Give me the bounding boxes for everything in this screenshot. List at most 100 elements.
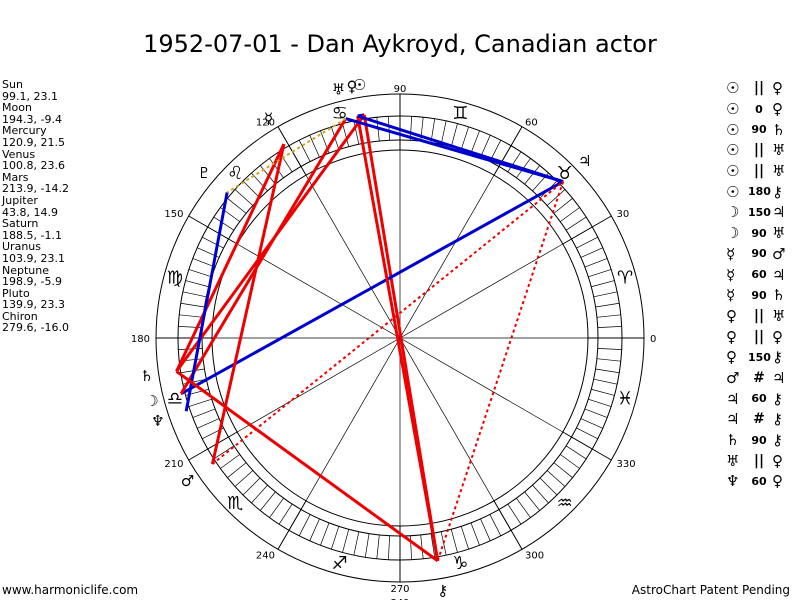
planet-values-pluto: 139.9, 23.3	[2, 298, 65, 312]
degree-tick	[202, 236, 224, 249]
aspect-row: ♃ # ⚷	[726, 409, 800, 430]
aspect-planet-glyph: ♀	[772, 451, 783, 470]
aspect-planet-glyph: ♆	[726, 472, 740, 491]
aspect-row: ☽ 150 ♃	[726, 202, 800, 223]
chart-title: 1952-07-01 - Dan Aykroyd, Canadian actor	[143, 30, 657, 58]
aspect-type: 60	[751, 268, 767, 282]
sign-division-line	[188, 215, 238, 245]
aspect-planet-glyph: ☉	[726, 79, 740, 98]
aspect-planet-glyph: ⚷	[772, 431, 783, 450]
degree-tick	[595, 368, 620, 374]
degree-tick	[553, 198, 573, 214]
planet-name-saturn: Saturn	[2, 217, 39, 231]
aspect-row: ♄ 90 ⚷	[726, 430, 800, 451]
aspect-row: ☉ || ♀	[726, 78, 800, 99]
aspect-line	[436, 181, 565, 562]
planet-values-mercury: 120.9, 21.5	[2, 135, 65, 149]
degree-tick	[227, 198, 247, 214]
planet-glyph-icon: ♅	[332, 80, 345, 98]
aspect-row: ♅ || ♀	[726, 450, 800, 471]
degree-label: 270	[390, 584, 409, 595]
planet-glyph-icon: ♄	[140, 367, 153, 385]
degree-tick	[460, 126, 469, 150]
degree-tick	[320, 522, 330, 546]
degree-tick	[576, 427, 598, 440]
aspect-planet-glyph: ♅	[772, 141, 786, 160]
aspect-planet-glyph: ♂	[772, 244, 786, 263]
degree-tick	[539, 477, 558, 496]
aspect-type: ||	[753, 80, 765, 97]
degree-tick	[565, 216, 587, 231]
planet-glyph-icon: ♆	[151, 412, 164, 430]
zodiac-sign-icon: ♉	[557, 163, 573, 184]
aspect-type: ||	[753, 163, 765, 180]
zodiac-sign-icon: ♍	[167, 268, 183, 289]
degree-tick	[251, 484, 268, 504]
aspect-row: ♂ # ♃	[726, 368, 800, 389]
degree-label: 30	[617, 209, 630, 220]
aspect-planet-glyph: ♀	[726, 306, 737, 325]
aspect-type: ||	[753, 452, 765, 469]
degree-tick	[188, 398, 212, 407]
degree-tick	[532, 484, 549, 504]
aspect-planet-glyph: ☉	[726, 182, 740, 201]
degree-tick	[591, 388, 615, 396]
degree-tick	[298, 514, 311, 536]
aspect-planet-glyph: ☽	[726, 224, 740, 243]
aspect-planet-glyph: ♀	[772, 100, 783, 119]
degree-tick	[242, 477, 261, 496]
ascendant-degree-label: 349	[390, 598, 409, 600]
aspect-planet-glyph: ☿	[726, 286, 736, 305]
aspect-planet-glyph: ♅	[772, 162, 786, 181]
degree-tick	[309, 518, 320, 541]
aspect-planet-glyph: ♅	[726, 451, 740, 470]
degree-tick	[227, 462, 247, 478]
degree-tick	[188, 269, 212, 278]
degree-label: 90	[394, 84, 407, 95]
aspect-type: 90	[751, 123, 767, 137]
planet-values-uranus: 103.9, 23.1	[2, 251, 65, 265]
degree-tick	[331, 526, 340, 550]
planet-values-sun: 99.1, 23.1	[2, 89, 58, 103]
degree-tick	[588, 269, 612, 278]
degree-tick	[179, 314, 204, 318]
aspect-planet-glyph: ♀	[726, 327, 737, 346]
degree-tick	[507, 151, 522, 173]
aspect-planet-glyph: ☉	[726, 120, 740, 139]
aspect-type: 90	[751, 247, 767, 261]
aspect-type: 180	[748, 185, 771, 199]
planet-values-saturn: 188.5, -1.1	[2, 228, 62, 242]
degree-tick	[470, 130, 480, 154]
aspect-type: 90	[751, 288, 767, 302]
degree-tick	[220, 454, 241, 469]
aspect-type: 60	[751, 392, 767, 406]
aspect-planet-glyph: ♅	[772, 306, 786, 325]
zodiac-sign-icon: ♊	[452, 103, 468, 124]
planet-values-neptune: 198.9, -5.9	[2, 275, 62, 289]
aspect-line	[180, 180, 564, 396]
degree-tick	[480, 135, 491, 158]
degree-label: 60	[525, 117, 538, 128]
degree-tick	[584, 258, 608, 268]
aspect-line	[345, 117, 564, 184]
aspect-planet-glyph: ⚷	[772, 182, 783, 201]
aspect-planet-glyph: ⚷	[772, 389, 783, 408]
degree-tick	[597, 326, 622, 328]
aspect-type: ||	[753, 328, 765, 345]
aspect-type: #	[753, 411, 765, 428]
degree-tick	[450, 123, 458, 147]
sign-division-line	[277, 500, 307, 550]
planet-values-jupiter: 43.8, 14.9	[2, 205, 58, 219]
degree-tick	[470, 522, 480, 546]
aspect-type: 150	[748, 350, 771, 364]
zodiac-sign-icon: ♑	[452, 553, 468, 574]
aspect-planet-glyph: ♃	[772, 203, 786, 222]
zodiac-sign-icon: ♌	[227, 163, 243, 184]
degree-tick	[388, 535, 390, 560]
aspect-planet-glyph: ♀	[726, 348, 737, 367]
aspect-row: ☉ || ♅	[726, 140, 800, 161]
degree-tick	[524, 165, 540, 185]
planet-glyph-icon: ☿	[264, 109, 273, 127]
degree-tick	[192, 258, 216, 268]
planet-name-sun: Sun	[2, 78, 23, 91]
